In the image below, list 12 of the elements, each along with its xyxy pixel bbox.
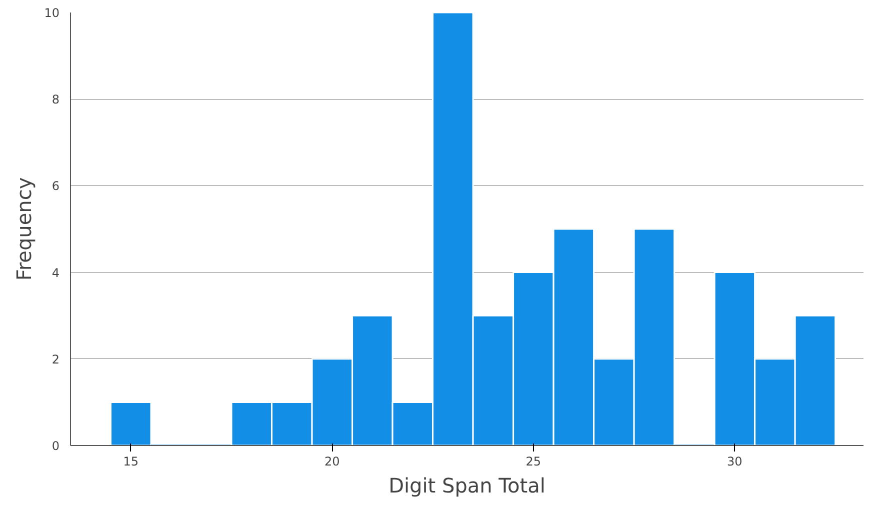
x-tick-label: 15 (123, 454, 139, 468)
x-tick-label: 20 (324, 454, 340, 468)
y-tick-label: 8 (52, 92, 60, 107)
y-tick-label: 6 (52, 179, 60, 194)
x-tick-label: 25 (526, 454, 542, 468)
y-tick-label: 4 (52, 266, 60, 280)
x-axis-title: Digit Span Total (388, 474, 546, 498)
y-tick-label: 2 (52, 352, 60, 366)
y-tick-label: 0 (52, 439, 60, 453)
y-tick-label: 10 (44, 6, 60, 20)
x-tick-label: 30 (727, 454, 742, 468)
y-axis-title: Frequency (12, 177, 36, 281)
